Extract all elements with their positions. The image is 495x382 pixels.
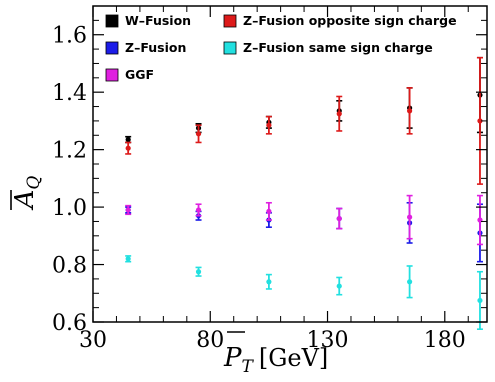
legend-swatch bbox=[223, 14, 237, 28]
y-tick-label: 0.8 bbox=[52, 254, 87, 279]
data-point bbox=[125, 207, 131, 213]
data-point bbox=[336, 283, 342, 289]
data-point bbox=[477, 297, 483, 304]
data-point bbox=[125, 145, 131, 151]
data-point bbox=[266, 208, 272, 214]
series-w-fusion bbox=[125, 56, 483, 144]
x-axis-title: PT [GeV] bbox=[223, 343, 328, 377]
data-point bbox=[477, 118, 483, 124]
legend-swatch bbox=[105, 68, 119, 82]
data-point bbox=[125, 256, 131, 262]
y-tick-label: 1.0 bbox=[52, 196, 87, 221]
data-point bbox=[407, 108, 413, 114]
x-axis-symbol: P bbox=[223, 343, 242, 373]
data-point bbox=[336, 111, 342, 117]
y-tick-label: 1.4 bbox=[52, 81, 87, 106]
data-point bbox=[407, 279, 413, 285]
legend-label: Z–Fusion bbox=[125, 40, 186, 55]
legend-entry: Z–Fusion opposite sign charge bbox=[223, 13, 457, 28]
data-point bbox=[407, 214, 413, 220]
legend-label: Z–Fusion same sign charge bbox=[243, 40, 433, 55]
data-point bbox=[195, 131, 202, 137]
axis-titles: PT [GeV] AQ bbox=[10, 176, 328, 377]
legend-entry: Z–Fusion bbox=[105, 40, 186, 55]
data-marks bbox=[125, 56, 483, 330]
y-axis-symbol: A bbox=[10, 190, 40, 211]
x-axis-subscript: T bbox=[242, 357, 255, 377]
data-point bbox=[266, 279, 272, 285]
axis-ticks: 30 80 130 180 0.6 0.8 1.0 1.2 1.4 1.6 bbox=[52, 5, 487, 353]
y-axis-title: AQ bbox=[10, 176, 44, 211]
y-tick-label: 1.2 bbox=[52, 139, 87, 164]
y-tick-label: 0.6 bbox=[52, 311, 87, 336]
legend: W–Fusion Z–Fusion GGF Z–Fusion opposite sig… bbox=[105, 13, 457, 82]
x-tick-label: 130 bbox=[307, 328, 349, 353]
y-axis-subscript: Q bbox=[24, 176, 44, 190]
x-tick-label: 30 bbox=[79, 328, 107, 353]
data-point bbox=[125, 136, 131, 143]
series-z-fusion bbox=[125, 201, 483, 263]
data-point bbox=[336, 215, 342, 222]
x-tick-label: 180 bbox=[424, 328, 466, 353]
legend-swatch bbox=[105, 41, 119, 55]
legend-entry: W–Fusion bbox=[105, 13, 191, 28]
x-axis-unit: [GeV] bbox=[259, 344, 328, 372]
legend-label: Z–Fusion opposite sign charge bbox=[243, 13, 457, 28]
series-z-fusion-opposite-sign-charge bbox=[125, 56, 483, 185]
legend-label: W–Fusion bbox=[125, 13, 191, 28]
data-point bbox=[195, 207, 202, 213]
x-tick-label: 80 bbox=[196, 328, 224, 353]
series-z-fusion-same-sign-charge bbox=[125, 255, 483, 330]
data-point bbox=[266, 122, 272, 128]
legend-swatch bbox=[105, 14, 119, 28]
legend-label: GGF bbox=[125, 67, 154, 82]
legend-entry: Z–Fusion same sign charge bbox=[223, 40, 433, 55]
series-ggf bbox=[125, 194, 483, 246]
legend-entry: GGF bbox=[105, 67, 154, 82]
legend-swatch bbox=[223, 41, 237, 55]
y-tick-label: 1.6 bbox=[52, 24, 87, 49]
data-point bbox=[195, 269, 202, 275]
